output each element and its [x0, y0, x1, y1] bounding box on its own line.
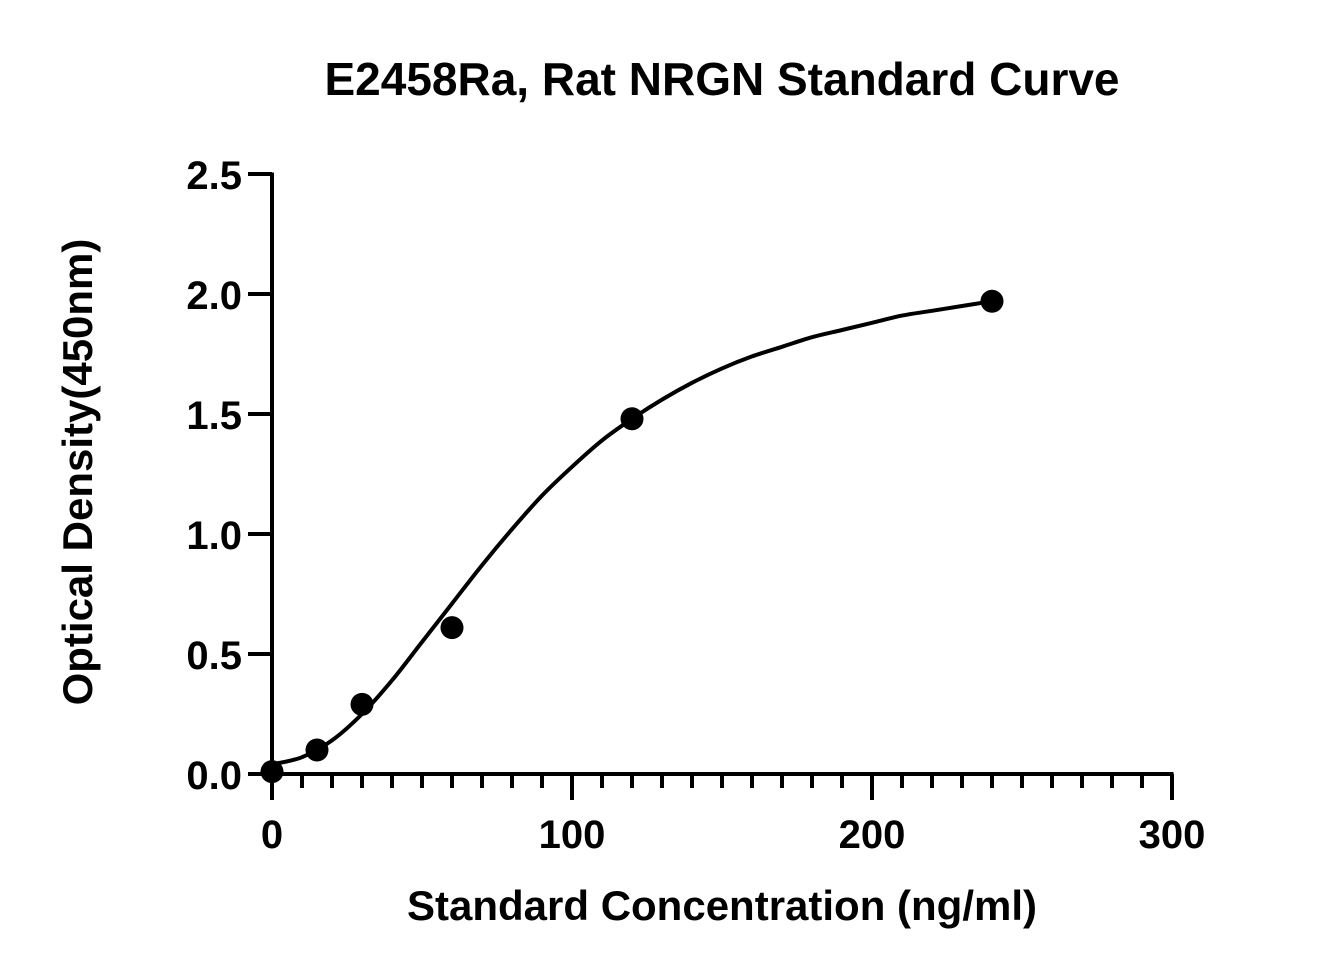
- x-axis-label: Standard Concentration (ng/ml): [407, 882, 1037, 929]
- data-point: [305, 738, 329, 762]
- x-tick-label: 300: [1139, 813, 1206, 857]
- x-tick-label: 200: [839, 813, 906, 857]
- data-point: [350, 692, 374, 716]
- data-points: [260, 289, 1004, 784]
- axis-ticks: 0.0 0.5 1.0 1.5 2.0 2.5 0 100 200 300: [186, 154, 1205, 857]
- y-tick-label: 1.0: [186, 514, 242, 558]
- data-point: [980, 289, 1004, 313]
- y-axis-label: Optical Density(450nm): [54, 239, 101, 706]
- axes: [270, 172, 1174, 776]
- y-tick-label: 0.5: [186, 634, 242, 678]
- fit-curve: [270, 299, 994, 767]
- data-point: [440, 616, 464, 640]
- y-tick-label: 0.0: [186, 754, 242, 798]
- y-tick-label: 1.5: [186, 394, 242, 438]
- data-point: [620, 407, 644, 431]
- x-tick-label: 100: [539, 813, 606, 857]
- chart-title: E2458Ra, Rat NRGN Standard Curve: [324, 53, 1119, 105]
- y-tick-label: 2.5: [186, 154, 242, 198]
- x-tick-label: 0: [261, 813, 283, 857]
- y-tick-label: 2.0: [186, 274, 242, 318]
- fit-curve-group: [270, 299, 994, 767]
- data-point: [260, 760, 284, 784]
